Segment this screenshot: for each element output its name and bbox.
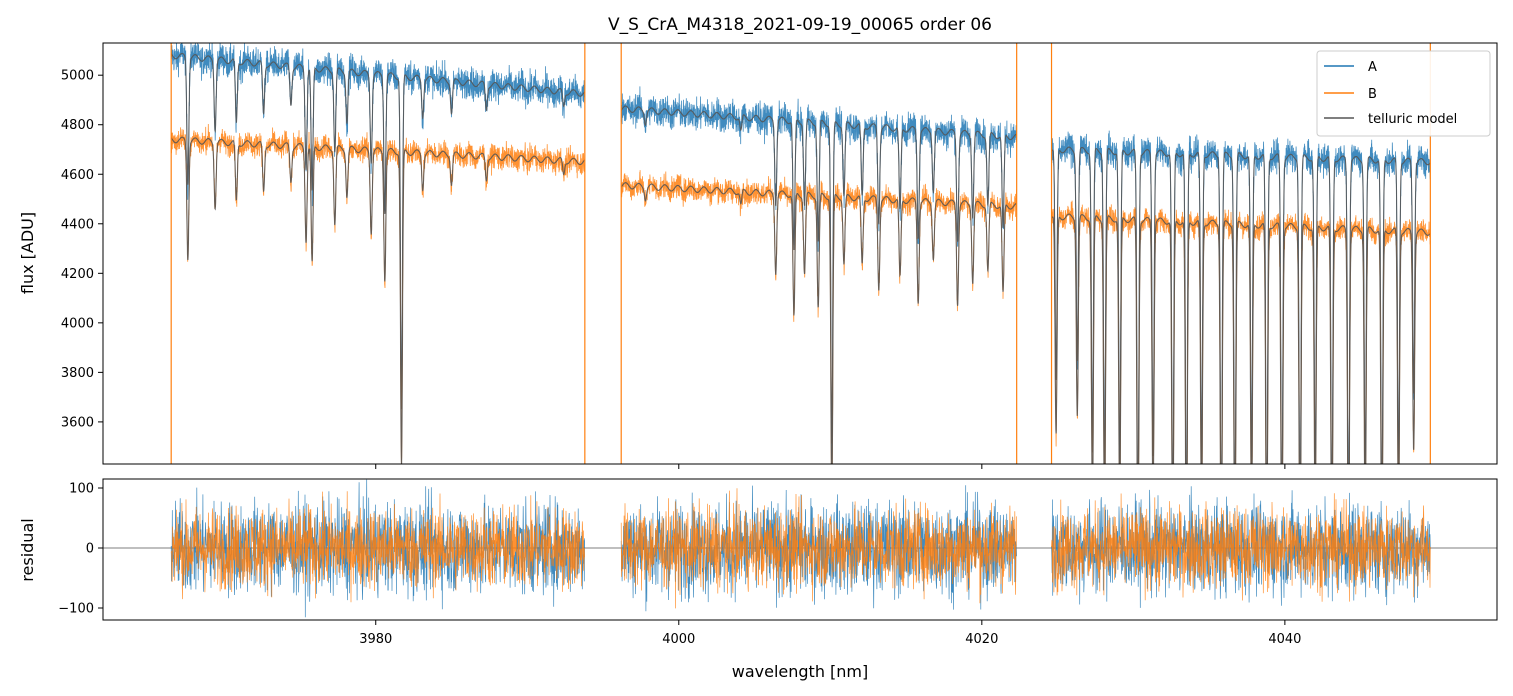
residual-panel-frame: [102, 478, 1498, 621]
flux-y-axis-label: flux [ADU]: [18, 212, 37, 294]
legend-label-b: B: [1368, 87, 1377, 102]
xtick-label-4040: 4040: [1268, 632, 1301, 647]
flux-ytick-label-4400: 4400: [61, 217, 94, 232]
flux-y-axis: 3600 3800 4000 4200 4400 4600 4800 5000: [61, 69, 103, 430]
telluric-model-b: [170, 136, 1431, 464]
flux-ytick-label-4000: 4000: [61, 316, 94, 331]
flux-ytick-label-5000: 5000: [61, 69, 94, 84]
flux-x-axis: [375, 464, 1286, 469]
flux-ytick-label-4200: 4200: [61, 267, 94, 282]
telluric-model-a: [170, 52, 1431, 464]
residual-ytick-label-0: 0: [86, 542, 94, 557]
flux-panel-frame: [102, 42, 1498, 465]
residual-series-b: [170, 488, 1431, 609]
legend-label-telluric: telluric model: [1368, 112, 1457, 127]
xtick-label-4000: 4000: [662, 632, 695, 647]
residual-ytick-label--100: −100: [58, 602, 94, 617]
flux-ytick-label-3800: 3800: [61, 366, 94, 381]
residual-data-layer: [103, 479, 1497, 618]
chart-title: V_S_CrA_M4318_2021-09-19_00065 order 06: [608, 15, 992, 35]
legend-frame: [1316, 50, 1491, 137]
residual-ytick-label-100: 100: [69, 482, 94, 497]
residual-y-axis: −100 0 100: [58, 482, 103, 617]
xtick-label-3980: 3980: [359, 632, 392, 647]
flux-ytick-label-4600: 4600: [61, 168, 94, 183]
residual-y-axis-label: residual: [18, 518, 37, 581]
flux-data-layer: [170, 43, 1431, 464]
x-axis-label: wavelength [nm]: [732, 662, 869, 681]
legend-label-a: A: [1368, 60, 1377, 75]
xtick-label-4020: 4020: [965, 632, 998, 647]
flux-ytick-label-4800: 4800: [61, 118, 94, 133]
flux-ytick-label-3600: 3600: [61, 415, 94, 430]
legend: A B telluric model: [1316, 50, 1491, 137]
residual-x-axis: 3980 4000 4020 4040: [359, 620, 1301, 647]
flux-series-a: [170, 43, 1431, 464]
